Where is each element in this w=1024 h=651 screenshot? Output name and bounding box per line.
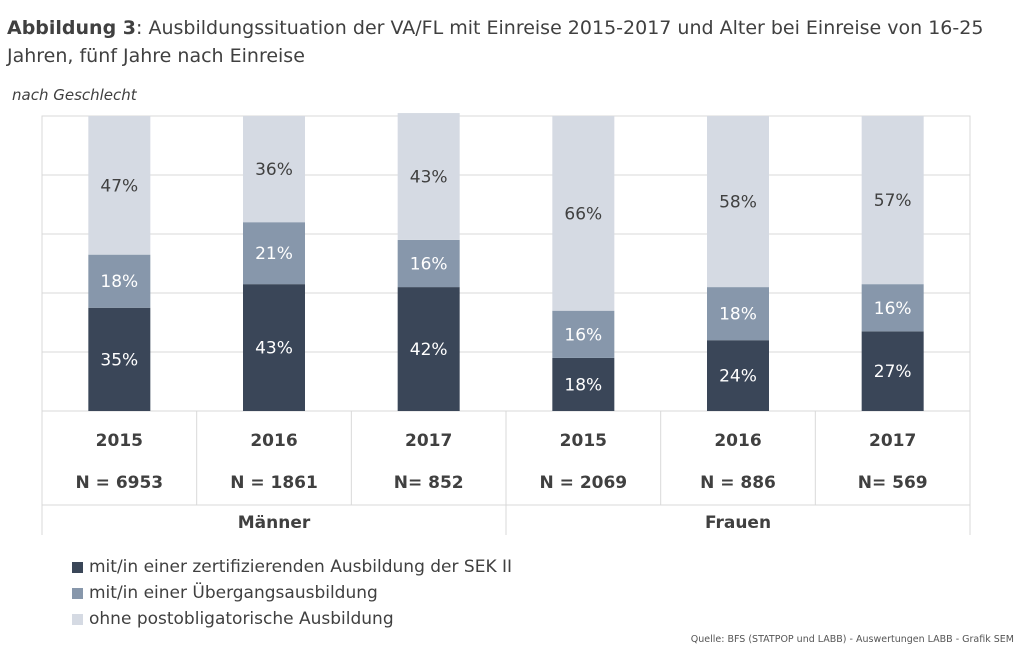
bar-segment bbox=[861, 116, 924, 285]
bar-segment bbox=[552, 357, 615, 411]
legend-swatch bbox=[72, 561, 83, 573]
bar-value-label: 57% bbox=[874, 191, 912, 211]
bar-segment bbox=[552, 310, 615, 358]
n-label: N= 852 bbox=[394, 473, 464, 493]
bar-segment bbox=[88, 116, 151, 255]
bar-segment bbox=[707, 287, 769, 341]
bar-value-label: 21% bbox=[255, 244, 293, 264]
bar-segment bbox=[707, 340, 769, 411]
bar-segment bbox=[243, 116, 305, 223]
bar-value-label: 18% bbox=[564, 375, 602, 395]
bar-value-label: 16% bbox=[874, 299, 912, 319]
legend-label: mit/in einer zertifizierenden Ausbildung… bbox=[89, 557, 513, 577]
bar-value-label: 16% bbox=[410, 255, 448, 275]
n-label: N= 569 bbox=[858, 473, 928, 493]
bar-segment bbox=[397, 113, 460, 240]
bar-value-label: 24% bbox=[719, 367, 757, 387]
legend-swatch bbox=[72, 613, 83, 625]
group-label: Frauen bbox=[705, 513, 771, 533]
bar-value-label: 43% bbox=[255, 339, 293, 359]
n-label: N = 886 bbox=[700, 473, 776, 493]
year-label: 2017 bbox=[869, 431, 916, 451]
year-label: 2016 bbox=[250, 431, 297, 451]
legend-swatch bbox=[72, 587, 83, 599]
legend-item: ohne postobligatorische Ausbildung bbox=[72, 606, 512, 632]
bar-value-label: 42% bbox=[410, 340, 448, 360]
year-label: 2016 bbox=[714, 431, 761, 451]
bar-value-label: 66% bbox=[564, 204, 602, 224]
year-label: 2015 bbox=[96, 431, 143, 451]
legend-item: mit/in einer zertifizierenden Ausbildung… bbox=[72, 554, 512, 580]
bar-segment bbox=[397, 239, 460, 288]
bar-value-label: 58% bbox=[719, 193, 757, 213]
year-label: 2015 bbox=[560, 431, 607, 451]
bar-segment bbox=[707, 116, 769, 288]
bar-value-label: 43% bbox=[410, 167, 448, 187]
chart-subtitle: nach Geschlecht bbox=[12, 86, 137, 104]
bar-segment bbox=[243, 284, 305, 411]
plot-area bbox=[41, 115, 971, 412]
bar-value-label: 35% bbox=[100, 350, 138, 370]
bar-segment bbox=[861, 284, 924, 332]
bar-segment bbox=[397, 287, 460, 411]
bar-segment bbox=[861, 331, 924, 411]
source-note: Quelle: BFS (STATPOP und LABB) - Auswert… bbox=[690, 634, 1014, 645]
legend-item: mit/in einer Übergangsausbildung bbox=[72, 580, 512, 606]
bar-value-label: 36% bbox=[255, 160, 293, 180]
bar-value-label: 47% bbox=[100, 176, 138, 196]
group-label: Männer bbox=[238, 513, 311, 533]
n-label: N = 2069 bbox=[540, 473, 628, 493]
bar-value-label: 16% bbox=[564, 325, 602, 345]
chart-title-rest: : Ausbildungssituation der VA/FL mit Ein… bbox=[7, 17, 984, 67]
bar-value-label: 27% bbox=[874, 362, 912, 382]
bar-value-label: 18% bbox=[100, 272, 138, 292]
bar-segment bbox=[88, 307, 151, 411]
legend-label: mit/in einer Übergangsausbildung bbox=[89, 583, 378, 603]
n-label: N = 6953 bbox=[76, 473, 164, 493]
legend-label: ohne postobligatorische Ausbildung bbox=[89, 609, 394, 629]
chart-title: Abbildung 3: Ausbildungssituation der VA… bbox=[7, 14, 1017, 70]
chart-legend: mit/in einer zertifizierenden Ausbildung… bbox=[72, 554, 512, 632]
year-label: 2017 bbox=[405, 431, 452, 451]
chart-title-bold: Abbildung 3 bbox=[7, 17, 137, 39]
n-label: N = 1861 bbox=[230, 473, 318, 493]
bar-value-label: 18% bbox=[719, 305, 757, 325]
bar-segment bbox=[552, 116, 615, 311]
bar-segment bbox=[243, 222, 305, 285]
bar-segment bbox=[88, 254, 151, 308]
